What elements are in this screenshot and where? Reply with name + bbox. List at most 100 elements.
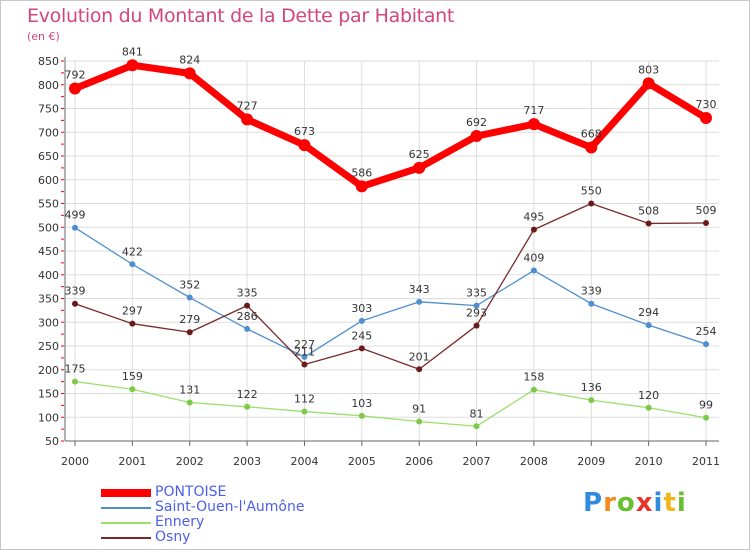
series-line [74,227,707,358]
data-point [129,261,136,268]
x-tick-label: 2010 [635,455,663,468]
data-label: 717 [523,104,544,117]
data-label: 625 [409,148,430,161]
legend-label: Saint-Ouen-l'Aumône [155,499,305,515]
legend-item: PONTOISE [101,485,304,500]
data-label: 136 [581,381,602,394]
data-point [416,298,423,305]
legend-label: Ennery [155,514,205,530]
data-label: 409 [523,251,544,264]
data-point [355,180,368,193]
data-label: 158 [523,371,544,384]
data-point [186,399,193,406]
data-label: 120 [638,389,659,402]
data-label: 122 [237,388,258,401]
logo-letter: r [603,488,617,518]
data-label: 586 [351,166,372,179]
data-label: 286 [237,310,258,323]
data-label: 91 [412,403,426,416]
data-point [241,113,254,126]
y-tick-label: 600 [38,174,59,187]
data-point [473,302,480,309]
data-label: 509 [696,204,717,217]
x-tick-label: 2003 [233,455,261,468]
data-label: 422 [122,245,143,258]
data-label: 508 [638,204,659,217]
data-label: 279 [179,313,200,326]
data-point [530,386,537,393]
data-point [416,366,423,373]
logo-letter: t [663,488,677,518]
x-tick-label: 2009 [577,455,605,468]
data-point [72,378,78,385]
data-point [301,408,308,415]
legend-swatch [101,488,151,497]
data-label: 803 [638,63,659,76]
data-point [530,267,537,274]
data-point [244,325,251,332]
data-point [527,118,540,131]
legend-item: Saint-Ouen-l'Aumône [101,500,304,515]
data-label: 335 [466,287,487,300]
logo-letter: x [635,488,654,518]
data-label: 211 [294,346,315,359]
data-point [301,361,308,368]
x-tick-label: 2000 [61,455,89,468]
data-label: 99 [699,399,713,412]
data-label: 343 [409,283,430,296]
data-point [129,386,136,393]
proxiti-logo: Proxiti [583,488,687,518]
data-label: 792 [65,69,86,82]
x-tick-label: 2004 [290,455,318,468]
data-label: 841 [122,45,143,58]
data-point [645,404,652,411]
data-point [473,322,480,329]
data-label: 294 [638,306,659,319]
y-tick-label: 800 [38,79,59,92]
data-point [186,329,193,336]
data-point [72,300,78,307]
legend-swatch [101,506,151,509]
data-label: 335 [237,287,258,300]
data-point [703,219,709,226]
data-point [588,397,595,404]
data-point [642,77,655,90]
data-label: 175 [65,363,86,376]
data-label: 727 [237,99,258,112]
series-line [71,61,710,190]
y-tick-label: 550 [38,198,59,211]
chart-legend: PONTOISE Saint-Ouen-l'Aumône Ennery Osny [101,485,304,545]
data-point [416,418,423,425]
y-tick-label: 250 [38,340,59,353]
logo-letter: i [676,488,687,518]
data-point [645,220,652,227]
logo-letter: P [583,488,604,518]
x-tick-label: 2006 [405,455,433,468]
x-tick-label: 2007 [463,455,491,468]
data-point [703,341,709,348]
data-point [298,139,311,152]
data-label: 303 [351,302,372,315]
data-point [126,59,139,72]
data-label: 824 [179,53,200,66]
data-point [413,161,426,174]
legend-swatch [101,536,151,539]
data-label: 339 [65,285,86,298]
legend-label: Osny [155,529,191,545]
data-point [358,317,365,324]
y-tick-label: 400 [38,269,59,282]
data-label: 692 [466,116,487,129]
data-label: 499 [65,209,86,222]
y-tick-label: 450 [38,245,59,258]
y-tick-label: 700 [38,126,59,139]
x-tick-label: 2002 [176,455,204,468]
data-label: 668 [581,127,602,140]
data-label: 297 [122,305,143,318]
data-label: 550 [581,185,602,198]
x-tick-label: 2008 [520,455,548,468]
y-tick-label: 50 [45,435,59,448]
data-point [703,414,709,421]
data-point [470,130,483,143]
data-label: 339 [581,285,602,298]
